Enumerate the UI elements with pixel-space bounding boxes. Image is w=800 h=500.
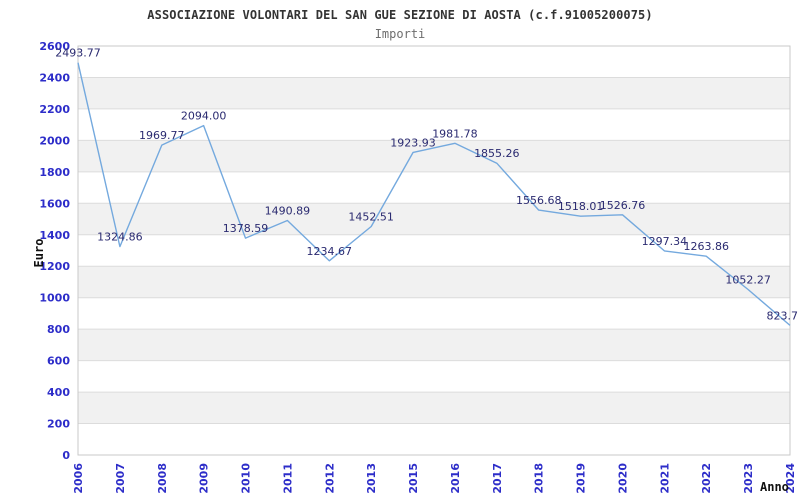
point-label: 1855.26	[474, 147, 520, 160]
point-label: 823.7	[767, 309, 799, 322]
x-tick-label: 2012	[323, 463, 336, 494]
plot-band	[78, 203, 790, 235]
y-tick-label: 0	[62, 449, 70, 462]
y-tick-label: 2200	[39, 103, 70, 116]
chart-subtitle: Importi	[374, 27, 426, 41]
plot-band	[78, 77, 790, 109]
x-tick-label: 2010	[240, 463, 253, 494]
y-tick-label: 1400	[39, 229, 70, 242]
x-tick-label: 2007	[114, 463, 127, 494]
x-tick-label: 2021	[658, 463, 671, 494]
point-label: 1234.67	[307, 245, 353, 258]
point-label: 1556.68	[516, 194, 562, 207]
plot-border	[77, 45, 791, 456]
y-tick-label: 2600	[39, 40, 70, 53]
x-tick-label: 2022	[700, 463, 713, 494]
y-tick-label: 400	[47, 386, 70, 399]
plot-band	[78, 266, 790, 298]
x-tick-label: 2011	[281, 463, 294, 494]
point-label: 1378.59	[223, 222, 269, 235]
x-tick-label: 2013	[365, 463, 378, 494]
x-tick-label: 2009	[198, 463, 211, 494]
y-tick-label: 1600	[39, 197, 70, 210]
point-label: 1518.01	[558, 200, 604, 213]
point-label: 1452.51	[348, 211, 394, 224]
y-tick-label: 1200	[39, 260, 70, 273]
point-label: 1923.93	[390, 136, 436, 149]
x-tick-label: 2006	[72, 463, 85, 494]
y-tick-label: 2000	[39, 134, 70, 147]
y-tick-label: 1000	[39, 292, 70, 305]
point-label: 1969.77	[139, 129, 185, 142]
plot-band	[78, 140, 790, 172]
point-label: 1526.76	[600, 199, 646, 212]
point-label: 1490.89	[265, 204, 311, 217]
x-tick-label: 2019	[575, 463, 588, 494]
y-tick-label: 200	[47, 418, 70, 431]
point-label: 1052.27	[725, 273, 771, 286]
x-tick-label: 2018	[533, 463, 546, 494]
y-tick-label: 800	[47, 323, 70, 336]
y-axis-title: Euro	[32, 238, 46, 268]
x-tick-label: 2017	[491, 463, 504, 494]
chart-title: ASSOCIAZIONE VOLONTARI DEL SAN GUE SEZIO…	[147, 8, 653, 22]
point-label: 1297.34	[642, 235, 688, 248]
plot-band	[78, 329, 790, 361]
x-tick-label: 2016	[449, 463, 462, 494]
y-tick-label: 600	[47, 355, 70, 368]
data-line	[77, 62, 791, 326]
plot-band	[78, 392, 790, 424]
x-tick-label: 2008	[156, 463, 169, 494]
x-axis-title: Anno	[760, 480, 789, 494]
x-tick-label: 2020	[616, 463, 629, 494]
point-label: 2493.77	[55, 47, 101, 60]
x-tick-label: 2015	[407, 463, 420, 494]
point-label: 1324.86	[97, 231, 143, 244]
point-label: 2094.00	[181, 110, 227, 123]
y-tick-label: 1800	[39, 166, 70, 179]
y-tick-label: 2400	[39, 71, 70, 84]
x-tick-label: 2023	[742, 463, 755, 494]
x-tick-label: 2024	[784, 463, 797, 494]
point-label: 1263.86	[683, 240, 729, 253]
point-label: 1981.78	[432, 127, 478, 140]
